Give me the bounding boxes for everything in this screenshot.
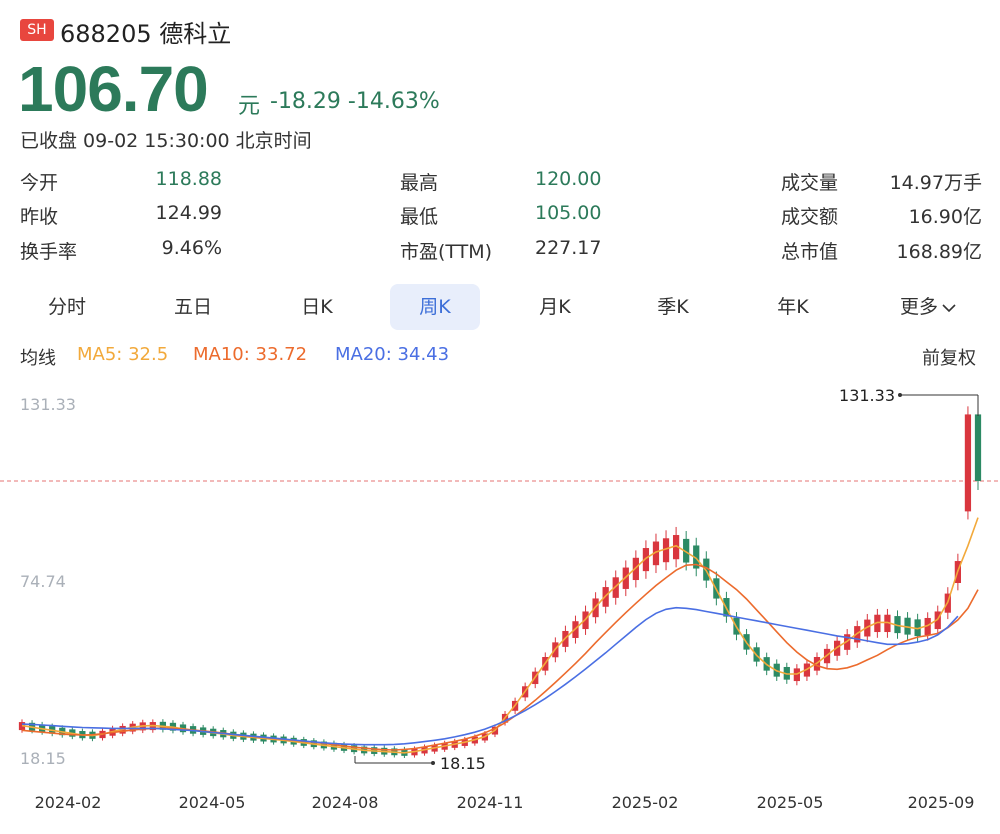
candle-body bbox=[693, 545, 700, 569]
stat-label-open: 今开 bbox=[20, 172, 59, 194]
y-tick-label: 131.33 bbox=[20, 395, 76, 414]
stat-label-low: 最低 bbox=[400, 206, 439, 228]
stat-value-high: 120.00 bbox=[535, 168, 602, 190]
ma20-legend: MA20: 34.43 bbox=[335, 344, 450, 365]
ma5-legend: MA5: 32.5 bbox=[77, 344, 169, 365]
x-tick-label: 2024-05 bbox=[179, 793, 246, 812]
x-tick-label: 2024-08 bbox=[312, 793, 379, 812]
stat-label-amount: 成交额 bbox=[781, 206, 839, 228]
stat-label-prev-close: 昨收 bbox=[20, 206, 59, 228]
stat-value-open: 118.88 bbox=[155, 168, 222, 190]
candle-body bbox=[914, 619, 921, 637]
candle-body bbox=[924, 617, 931, 636]
stat-label-volume: 成交量 bbox=[781, 172, 839, 194]
candle-body bbox=[894, 616, 901, 634]
candle-body bbox=[884, 614, 891, 633]
x-tick-label: 2024-02 bbox=[35, 793, 102, 812]
tab-quarterly-k[interactable]: 季K bbox=[657, 296, 689, 318]
x-tick-label: 2025-05 bbox=[757, 793, 824, 812]
kline-chart[interactable]: 131.33 74.74 18.15 131.33 18.15 2024-02 2024-0… bbox=[0, 380, 1000, 830]
tab-daily-k[interactable]: 日K bbox=[301, 296, 333, 318]
stat-label-turnover: 换手率 bbox=[20, 241, 78, 263]
candle-body bbox=[904, 617, 911, 635]
tab-five-day[interactable]: 五日 bbox=[173, 296, 212, 318]
exchange-badge: SH bbox=[20, 19, 54, 41]
price-unit: 元 bbox=[238, 94, 261, 119]
tab-more-label: 更多 bbox=[899, 296, 938, 318]
stat-label-pe: 市盈(TTM) bbox=[400, 241, 493, 263]
min-price-label: 18.15 bbox=[440, 754, 486, 773]
candle-body bbox=[874, 614, 881, 633]
stat-value-turnover: 9.46% bbox=[161, 237, 222, 259]
ma10-legend: MA10: 33.72 bbox=[193, 344, 308, 365]
stat-value-market-cap: 168.89亿 bbox=[896, 241, 982, 263]
tab-yearly-k[interactable]: 年K bbox=[777, 296, 809, 318]
ma10-line bbox=[21, 563, 979, 751]
candle-body bbox=[864, 619, 871, 637]
candle-body bbox=[672, 535, 680, 560]
market-status: 已收盘 09-02 15:30:00 北京时间 bbox=[20, 130, 312, 152]
candle-body bbox=[683, 538, 690, 563]
stock-title: 688205 德科立 bbox=[60, 20, 232, 48]
price-change: -18.29 -14.63% bbox=[270, 89, 440, 114]
candle-body bbox=[622, 567, 629, 589]
candle-body bbox=[964, 414, 972, 512]
candle-body bbox=[652, 541, 660, 566]
tab-more[interactable]: 更多 bbox=[878, 284, 978, 330]
kline-svg: 131.33 74.74 18.15 131.33 18.15 2024-02 2024-0… bbox=[0, 386, 1000, 812]
candle-body bbox=[934, 611, 941, 630]
candle-body bbox=[974, 414, 982, 482]
stat-label-high: 最高 bbox=[400, 172, 439, 194]
stat-value-amount: 16.90亿 bbox=[908, 206, 982, 228]
stat-value-volume: 14.97万手 bbox=[889, 172, 982, 194]
tab-intraday[interactable]: 分时 bbox=[47, 296, 86, 318]
x-tick-label: 2024-11 bbox=[457, 793, 524, 812]
candle-body bbox=[632, 557, 639, 581]
x-tick-label: 2025-09 bbox=[908, 793, 975, 812]
period-tabs: 分时 五日 日K 周K 月K 季K 年K 更多 bbox=[0, 284, 1000, 330]
stat-value-prev-close: 124.99 bbox=[155, 202, 222, 224]
x-tick-label: 2025-02 bbox=[612, 793, 679, 812]
y-tick-label: 74.74 bbox=[20, 572, 66, 591]
chevron-down-icon bbox=[942, 284, 956, 330]
max-annotation-dot bbox=[898, 393, 902, 397]
min-annotation-dot bbox=[431, 761, 435, 765]
stat-value-pe: 227.17 bbox=[535, 237, 602, 259]
ma-label: 均线 bbox=[20, 348, 56, 369]
stat-value-low: 105.00 bbox=[535, 202, 602, 224]
ma20-line bbox=[21, 606, 959, 746]
candle-body bbox=[642, 548, 650, 572]
adjust-mode-button[interactable]: 前复权 bbox=[922, 348, 976, 369]
max-price-label: 131.33 bbox=[839, 386, 895, 405]
tab-monthly-k[interactable]: 月K bbox=[539, 296, 571, 318]
candle-body bbox=[662, 538, 670, 563]
stat-label-market-cap: 总市值 bbox=[781, 241, 839, 263]
current-price: 106.70 bbox=[18, 53, 209, 125]
tab-weekly-k[interactable]: 周K bbox=[390, 284, 480, 330]
y-tick-label: 18.15 bbox=[20, 749, 66, 768]
candle-body bbox=[612, 577, 619, 598]
